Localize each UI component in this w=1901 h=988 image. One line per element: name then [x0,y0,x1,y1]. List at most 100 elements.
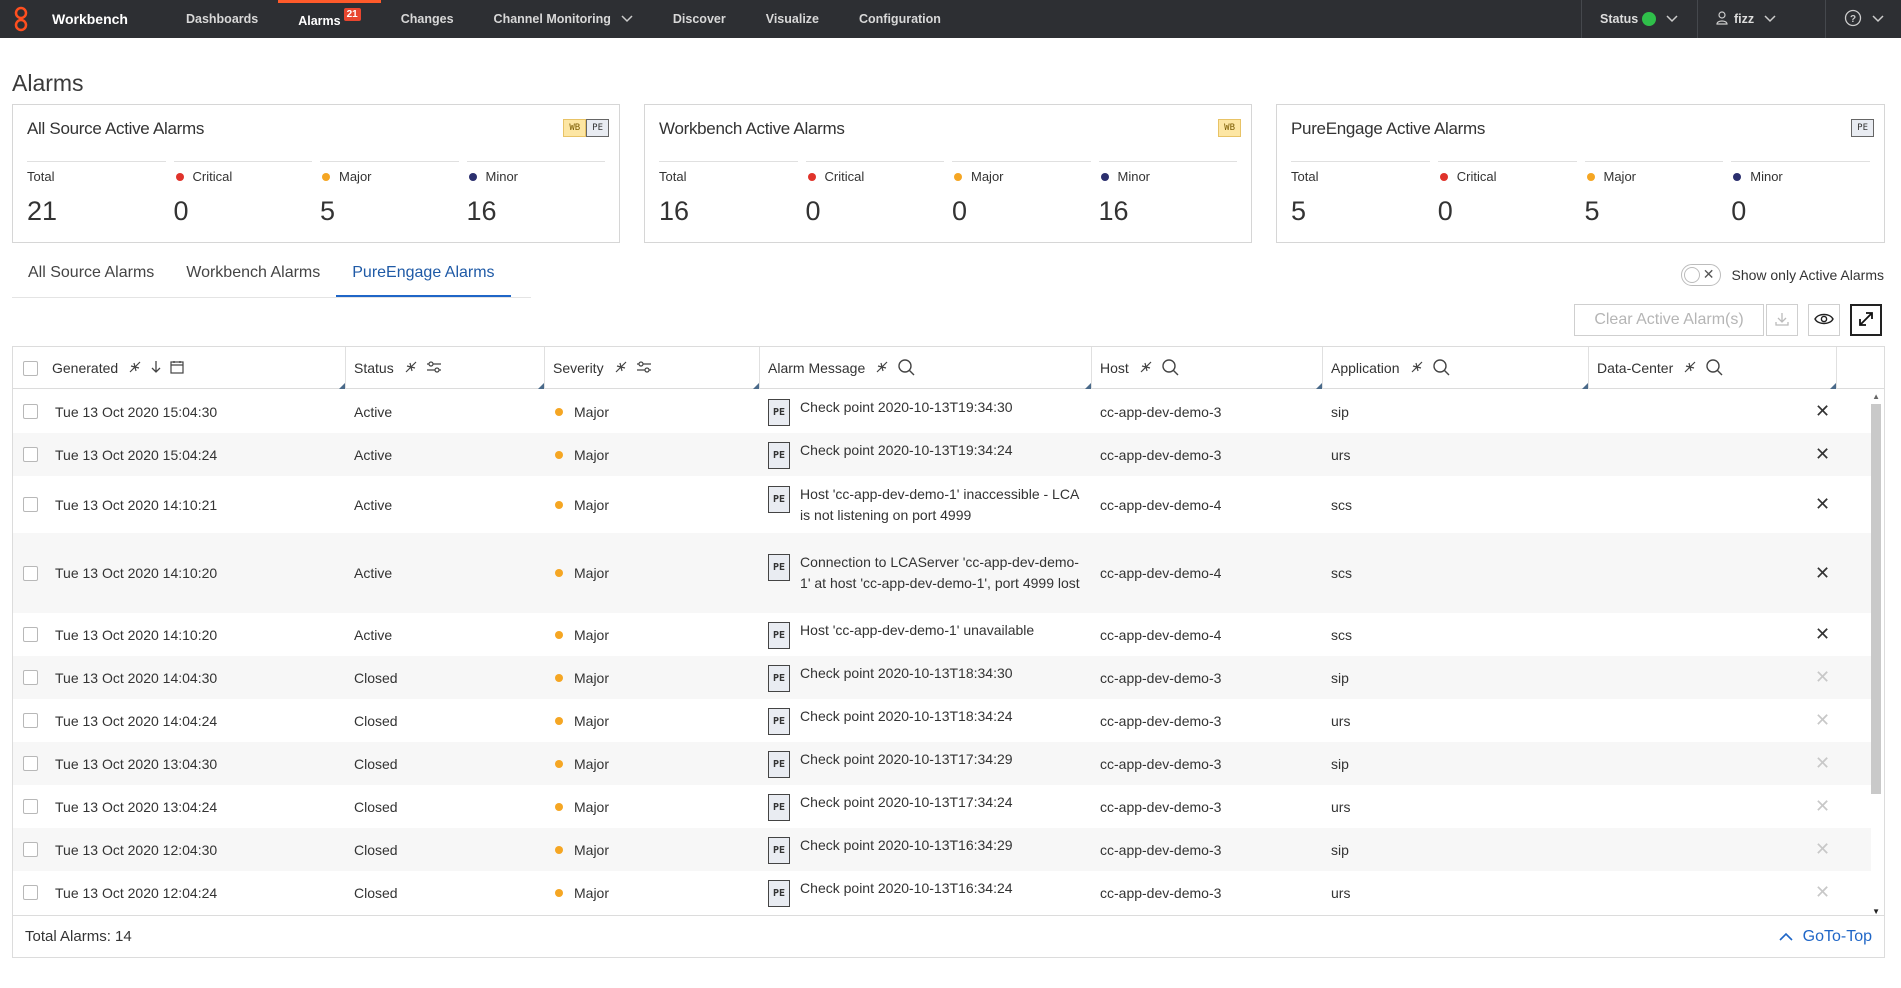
resize-handle[interactable] [753,383,759,389]
table-row[interactable]: Tue 13 Oct 2020 14:10:20 Active Major PE Con… [13,533,1871,613]
select-all-checkbox[interactable] [23,360,38,376]
table-row[interactable]: Tue 13 Oct 2020 14:10:20 Active Major PE Hos… [13,613,1871,656]
resize-handle[interactable] [1316,383,1322,389]
resize-handle[interactable] [339,383,345,389]
search-icon[interactable] [1432,358,1450,379]
user-menu[interactable]: fizz [1697,0,1825,38]
column-severity[interactable]: Severity [545,347,760,389]
app-brand[interactable]: Workbench [52,11,128,27]
column-generated[interactable]: Generated [13,347,346,389]
close-icon[interactable]: ✕ [1815,562,1831,583]
host-cell: cc-app-dev-demo-3 [1100,403,1222,420]
table-row[interactable]: Tue 13 Oct 2020 13:04:30 Closed Major PE Che… [13,742,1871,785]
row-checkbox[interactable] [23,713,38,728]
tab-pureengage-alarms[interactable]: PureEngage Alarms [336,258,511,298]
row-checkbox[interactable] [23,799,38,814]
search-icon[interactable] [1161,358,1179,379]
stat-minor[interactable]: Minor 16 [466,161,605,227]
status-menu[interactable]: Status [1581,0,1697,38]
stat-total[interactable]: Total 5 [1291,161,1430,227]
stat-total[interactable]: Total 21 [27,161,166,227]
collapse-icon[interactable] [875,360,889,377]
collapse-icon[interactable] [1683,360,1697,377]
stat-major[interactable]: Major 5 [320,161,459,227]
resize-handle[interactable] [1830,383,1836,389]
table-row[interactable]: Tue 13 Oct 2020 14:04:30 Closed Major PE Che… [13,656,1871,699]
search-icon[interactable] [1705,358,1723,379]
nav-visualize[interactable]: Visualize [765,12,819,26]
nav-configuration[interactable]: Configuration [859,12,941,26]
vertical-scrollbar[interactable]: ▲ ▼ [1870,390,1884,916]
table-row[interactable]: Tue 13 Oct 2020 12:04:30 Closed Major PE Che… [13,828,1871,871]
collapse-icon[interactable] [1410,360,1424,377]
row-checkbox[interactable] [23,404,38,419]
help-menu[interactable]: ? [1825,0,1901,38]
nav-dashboards[interactable]: Dashboards [185,12,259,26]
column-host[interactable]: Host [1092,347,1323,389]
column-application[interactable]: Application [1323,347,1589,389]
close-icon[interactable]: ✕ [1815,444,1831,464]
table-row[interactable]: Tue 13 Oct 2020 12:04:24 Closed Major PE Che… [13,871,1871,914]
collapse-icon[interactable] [614,360,628,377]
row-checkbox[interactable] [23,885,38,900]
generated-cell: Tue 13 Oct 2020 14:10:20 [55,565,218,581]
row-checkbox[interactable] [23,497,38,512]
sort-descending-icon[interactable] [150,360,162,377]
genesys-logo-icon[interactable] [8,6,34,32]
row-checkbox[interactable] [23,842,38,857]
stat-critical[interactable]: Critical 0 [805,161,944,227]
column-alarm-message[interactable]: Alarm Message [760,347,1092,389]
collapse-icon[interactable] [128,360,142,377]
stat-minor[interactable]: Minor 0 [1731,161,1870,227]
column-label: Generated [52,360,119,376]
table-row[interactable]: Tue 13 Oct 2020 14:04:24 Closed Major PE Che… [13,699,1871,742]
minor-dot-icon [1733,172,1742,181]
collapse-icon[interactable] [404,360,418,377]
calendar-icon[interactable] [170,360,184,377]
row-checkbox[interactable] [23,756,38,771]
stat-critical[interactable]: Critical 0 [173,161,312,227]
stat-critical[interactable]: Critical 0 [1437,161,1577,227]
scroll-up-icon[interactable]: ▲ [1872,392,1880,401]
column-status[interactable]: Status [346,347,545,389]
nav-alarms[interactable]: Alarms 21 [278,0,381,38]
clear-active-alarms-button[interactable]: Clear Active Alarm(s) [1574,304,1764,336]
collapse-icon[interactable] [1139,360,1153,377]
nav-channel-monitoring[interactable]: Channel Monitoring [474,0,653,38]
filter-icon[interactable] [636,360,652,376]
goto-top-link[interactable]: GoTo-Top [1779,928,1872,946]
column-data-center[interactable]: Data-Center [1589,347,1837,389]
table-row[interactable]: Tue 13 Oct 2020 13:04:24 Closed Major PE Che… [13,785,1871,828]
row-checkbox[interactable] [23,447,38,462]
table-row[interactable]: Tue 13 Oct 2020 14:10:21 Active Major PE Hos… [13,476,1871,533]
scrollbar-thumb[interactable] [1871,404,1881,794]
stat-major[interactable]: Major 5 [1584,161,1724,227]
filter-icon[interactable] [426,360,442,376]
application-cell: scs [1331,565,1352,581]
download-button[interactable] [1766,304,1798,336]
close-icon[interactable]: ✕ [1815,401,1831,421]
expand-button[interactable] [1850,304,1882,336]
resize-handle[interactable] [1582,383,1588,389]
table-row[interactable]: Tue 13 Oct 2020 15:04:30 Active Major PE Che… [13,390,1871,433]
stat-major[interactable]: Major 0 [952,161,1091,227]
host-cell: cc-app-dev-demo-4 [1100,496,1222,513]
search-icon[interactable] [897,358,915,379]
stat-total[interactable]: Total 16 [659,161,798,227]
stat-minor[interactable]: Minor 16 [1098,161,1237,227]
nav-changes[interactable]: Changes [400,12,454,26]
resize-handle[interactable] [1085,383,1091,389]
row-checkbox[interactable] [23,565,38,581]
row-checkbox[interactable] [23,627,38,642]
tab-workbench-alarms[interactable]: Workbench Alarms [186,264,321,281]
table-row[interactable]: Tue 13 Oct 2020 15:04:24 Active Major PE Che… [13,433,1871,476]
close-icon[interactable]: ✕ [1815,624,1831,644]
nav-discover[interactable]: Discover [672,12,726,26]
row-checkbox[interactable] [23,670,38,685]
scroll-down-icon[interactable]: ▼ [1872,907,1880,916]
resize-handle[interactable] [538,383,544,389]
view-columns-button[interactable] [1808,304,1840,336]
tab-all-source-alarms[interactable]: All Source Alarms [28,264,155,281]
active-only-toggle[interactable]: ✕ [1681,264,1722,286]
close-icon[interactable]: ✕ [1815,494,1831,514]
